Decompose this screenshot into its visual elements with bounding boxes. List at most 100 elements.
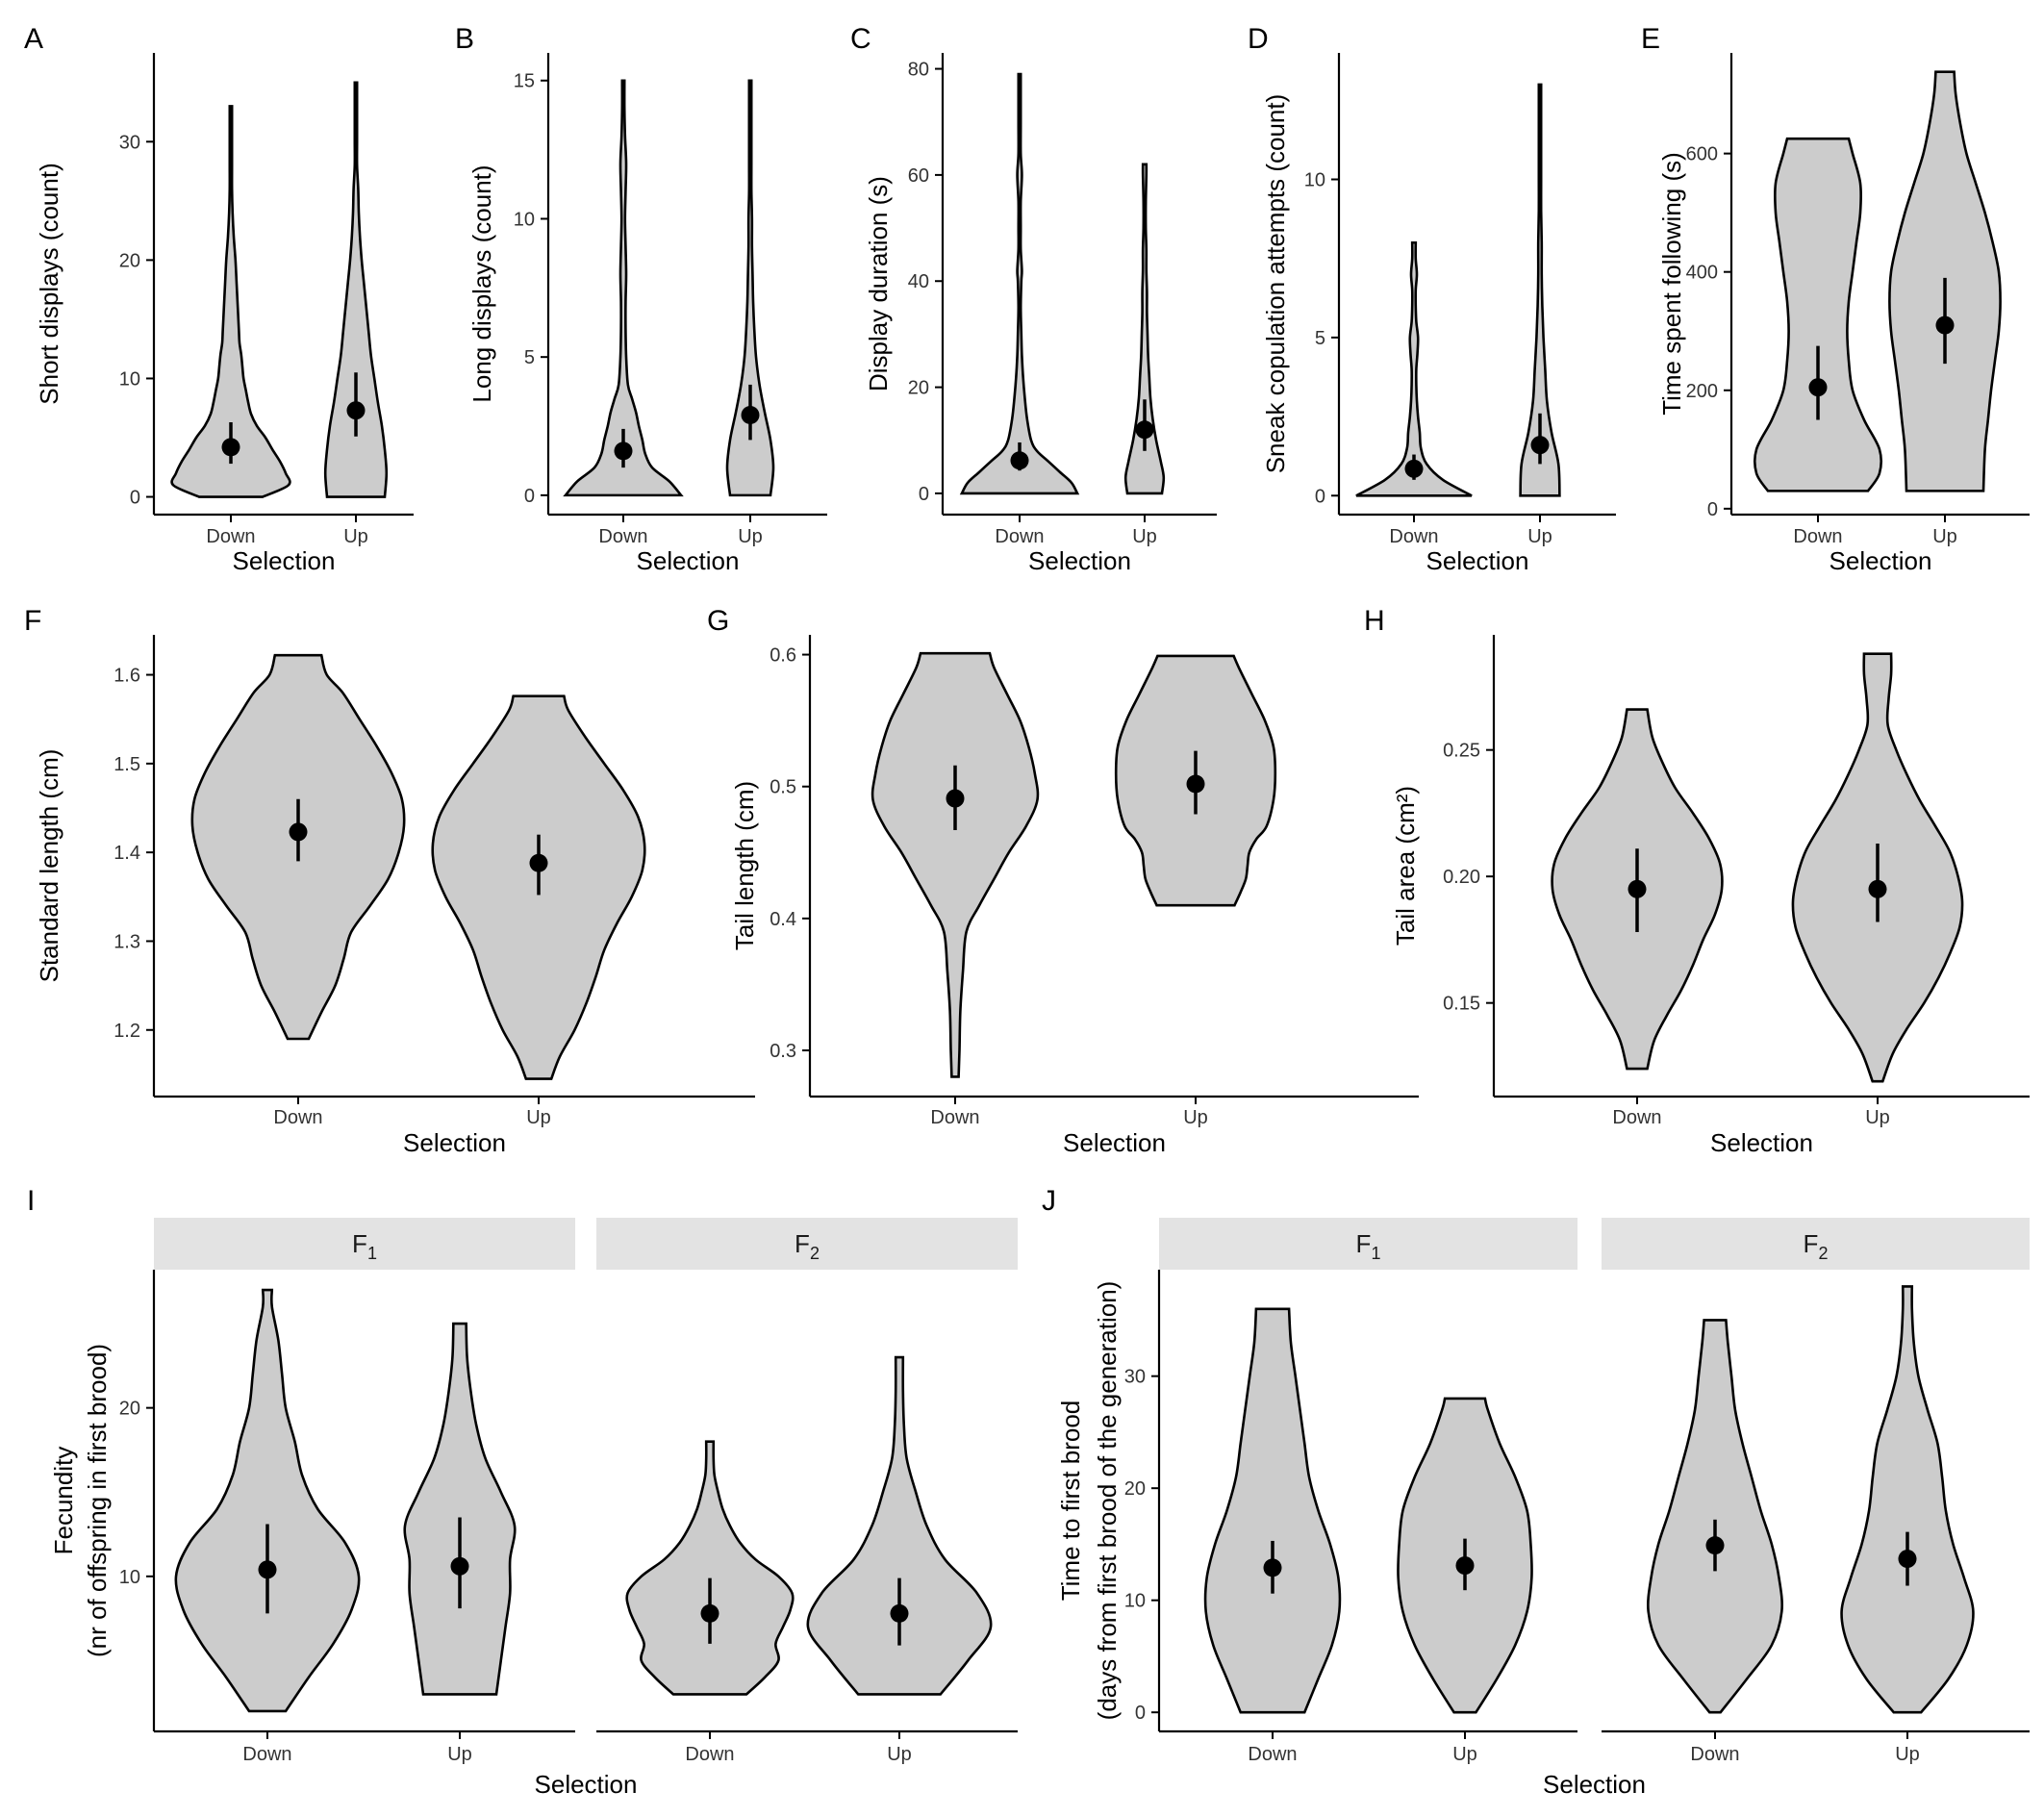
mean-point-down: [614, 442, 633, 461]
facet-strip: [596, 1218, 1018, 1270]
x-tick-label-up: Up: [1865, 1107, 1890, 1128]
y-tick-label: 1.5: [114, 754, 140, 775]
panel-f: F 1.2 1.3 1.4 1.5 1.6 Down Up Standard length (c…: [24, 605, 755, 1157]
violin-down: [563, 79, 684, 497]
violin-up: [806, 1355, 993, 1696]
y-tick-label: 200: [1686, 381, 1718, 402]
y-tick-label: 0.6: [770, 645, 796, 667]
y-tick-label: 20: [1124, 1478, 1146, 1500]
y-tick-label: 1.6: [114, 666, 140, 687]
mean-point-up: [890, 1603, 909, 1623]
mean-point-up: [1186, 774, 1205, 794]
facet-strip: [1159, 1218, 1577, 1270]
y-tick-label: 10: [1304, 170, 1325, 191]
facet-strip: [154, 1218, 575, 1270]
x-tick-label-up: Up: [1527, 526, 1552, 547]
y-tick-label: 0: [130, 488, 140, 509]
y-tick-label: 10: [119, 1567, 140, 1588]
x-tick-label-down: Down: [995, 526, 1044, 547]
x-tick-label-up: Up: [738, 526, 763, 547]
facet-f2: F2 Down Up: [1602, 1218, 2030, 1765]
x-axis-title: Selection: [233, 546, 336, 575]
violin-up: [403, 1322, 517, 1696]
y-axis-title: Sneak copulation attempts (count): [1261, 94, 1290, 474]
mean-point-up: [1898, 1550, 1917, 1569]
y-tick-label: 1.4: [114, 843, 140, 864]
mean-point-up: [529, 853, 548, 872]
y-axis-title: Tail length (cm): [730, 781, 759, 950]
y-tick-label: 80: [908, 60, 929, 81]
y-axis-title: Long displays (count): [467, 164, 496, 402]
panel-g: G 0.3 0.4 0.5 0.6 Down Up Tail length (cm) Selec…: [707, 605, 1419, 1157]
panel-letter: D: [1248, 23, 1269, 55]
violin-up: [725, 79, 775, 497]
x-axis-title: Selection: [1028, 546, 1131, 575]
x-tick-label-up: Up: [343, 526, 368, 547]
facet-strip-label: F2: [795, 1229, 820, 1263]
x-axis-title: Selection: [1063, 1128, 1166, 1157]
y-tick-label: 60: [908, 165, 929, 187]
y-tick-label: 5: [1315, 328, 1325, 349]
y-tick-label: 0.3: [770, 1041, 796, 1062]
y-tick-label: 0: [1315, 486, 1325, 507]
x-axis-title: Selection: [535, 1770, 638, 1799]
x-axis-title: Selection: [403, 1128, 506, 1157]
panel-b: B 0 5 10 15 Down Up Long displays (count) Select…: [455, 23, 827, 575]
x-tick-label-down: Down: [1389, 526, 1438, 547]
x-tick-label-down: Down: [930, 1107, 979, 1128]
facet-strip-label: F2: [1804, 1229, 1829, 1263]
y-tick-label: 0.20: [1443, 867, 1480, 888]
x-tick-label-down: Down: [1793, 526, 1842, 547]
x-tick-label-down: Down: [206, 526, 255, 547]
y-tick-label: 10: [1124, 1591, 1146, 1612]
x-tick-label-down: Down: [1248, 1744, 1297, 1765]
y-axis-title: Fecundity: [49, 1447, 78, 1555]
mean-point-down: [289, 822, 308, 842]
violin-up: [323, 81, 389, 498]
y-tick-label: 0.25: [1443, 741, 1480, 762]
panel-letter: E: [1641, 23, 1660, 55]
violin-down: [174, 1288, 361, 1713]
mean-point-down: [1010, 451, 1029, 470]
panel-letter: F: [24, 605, 41, 637]
mean-point-up: [1530, 436, 1550, 455]
x-tick-label-up: Up: [526, 1107, 551, 1128]
panel-letter: C: [850, 23, 871, 55]
panel-e: E 0 200 400 600 Down Up Time spent following (s…: [1641, 23, 2030, 575]
y-tick-label: 30: [119, 132, 140, 153]
y-tick-label: 30: [1124, 1367, 1146, 1388]
y-tick-label: 1.2: [114, 1021, 140, 1042]
facet-strip-label: F1: [1356, 1229, 1381, 1263]
mean-point-down: [1263, 1558, 1282, 1577]
violin-up: [1840, 1285, 1975, 1714]
violin-down: [1203, 1307, 1342, 1714]
y-tick-label: 10: [514, 209, 535, 230]
y-tick-label: 400: [1686, 263, 1718, 284]
y-axis-title: Display duration (s): [864, 176, 893, 391]
violin-down: [959, 72, 1080, 495]
x-tick-label-down: Down: [273, 1107, 322, 1128]
x-axis-title: Selection: [1710, 1128, 1813, 1157]
x-tick-label-down: Down: [598, 526, 647, 547]
y-tick-label: 0.5: [770, 777, 796, 798]
facet-f1: F1 0 10 20 30 Down Up: [1124, 1218, 1577, 1765]
y-tick-label: 1.3: [114, 931, 140, 952]
y-axis-title: Standard length (cm): [35, 749, 63, 983]
y-tick-label: 0: [1135, 1703, 1146, 1724]
x-axis-title: Selection: [1543, 1770, 1646, 1799]
panel-letter: B: [455, 23, 474, 55]
violin-down: [1355, 240, 1473, 497]
y-axis-title: Short displays (count): [35, 163, 63, 404]
mean-point-up: [1455, 1556, 1475, 1576]
x-tick-label-up: Up: [1132, 526, 1157, 547]
violin-down: [871, 651, 1040, 1078]
x-axis-title: Selection: [1426, 546, 1529, 575]
y-tick-label: 10: [119, 368, 140, 390]
y-tick-label: 20: [119, 250, 140, 271]
panel-d: D 0 5 10 Down Up Sneak copulation attempts (co…: [1248, 23, 1616, 575]
y-tick-label: 5: [524, 347, 535, 368]
y-tick-label: 0.15: [1443, 994, 1480, 1015]
y-axis-subtitle: (days from first brood of the generation…: [1093, 1281, 1122, 1721]
y-tick-label: 15: [514, 71, 535, 92]
y-axis-title: Tail area (cm²): [1391, 786, 1420, 946]
